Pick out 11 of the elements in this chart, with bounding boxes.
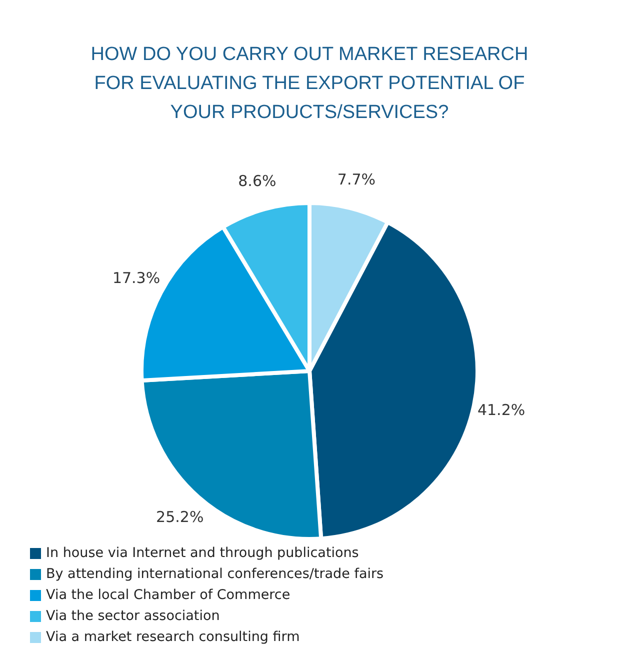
legend-label: In house via Internet and through publications (46, 544, 359, 563)
data-label: 25.2% (156, 508, 204, 526)
chart-title: HOW DO YOU CARRY OUT MARKET RESEARCH FOR EVALUATING THE EXPORT POTENTIAL OF YOUR PRODUCTS/SERVICES? (90, 43, 530, 125)
legend-label: Via the local Chamber of Commerce (46, 586, 290, 605)
data-label: 7.7% (337, 170, 376, 189)
legend-label: Via the sector association (46, 607, 220, 626)
data-label: 41.2% (477, 401, 526, 420)
data-label: 8.6% (238, 172, 276, 190)
data-label: 17.3% (112, 269, 160, 288)
legend-label: Via a market research consulting firm (46, 628, 300, 647)
legend-label: By attending international conferences/trade fairs (46, 565, 384, 584)
